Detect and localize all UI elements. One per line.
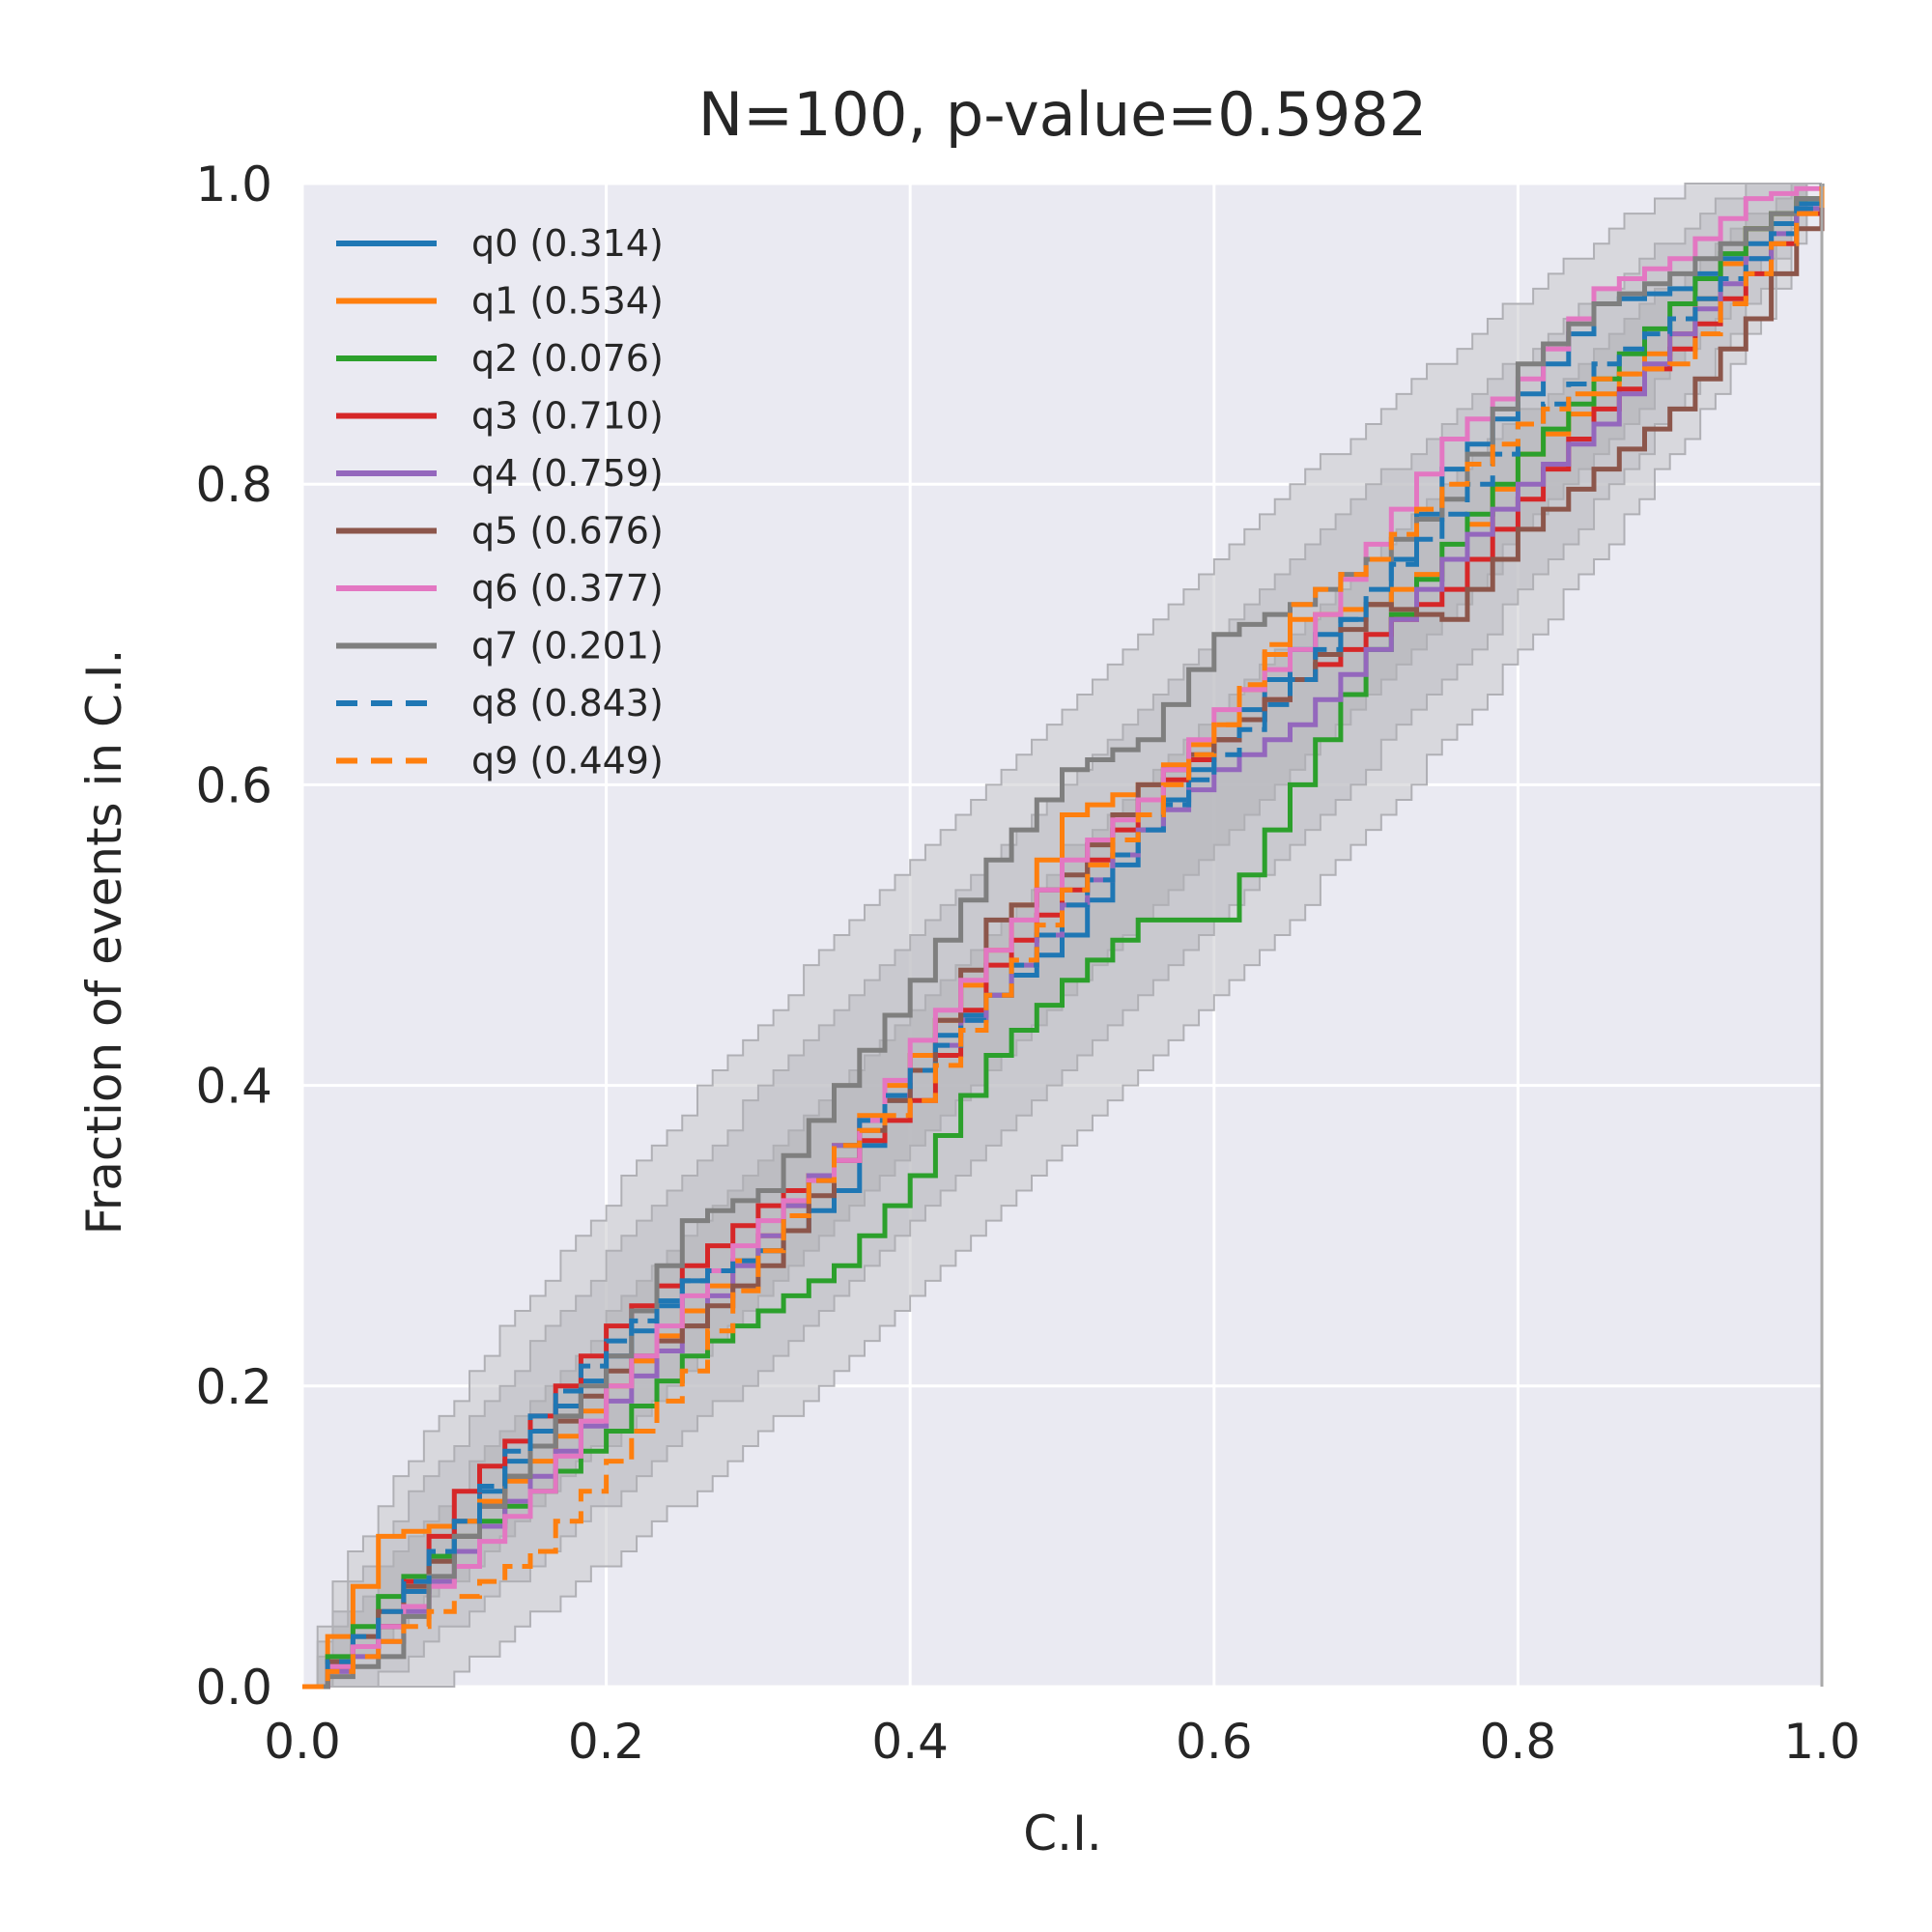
x-tick-label-5: 1.0 [1783,1714,1861,1770]
legend-item-q0: q0 (0.314) [336,222,664,265]
legend-item-q9: q9 (0.449) [336,740,664,782]
y-tick-label-3: 0.6 [195,757,272,813]
legend-item-q1: q1 (0.534) [336,280,664,323]
series-line-q9 [302,184,1825,1690]
legend-label: q6 (0.377) [471,567,664,610]
legend-label: q8 (0.843) [471,682,664,724]
y-tick-label-1: 0.2 [195,1359,272,1415]
x-tick-label-1: 0.2 [568,1714,645,1770]
x-axis-ticks: 0.0 0.2 0.4 0.6 0.8 1.0 [264,1714,1861,1770]
series-line-q4 [302,184,1825,1690]
legend-item-q3: q3 (0.710) [336,395,664,438]
legend-item-q8: q8 (0.843) [336,682,664,724]
x-tick-label-0: 0.0 [264,1714,341,1770]
plot-area [300,182,1825,1690]
y-tick-label-5: 1.0 [195,156,272,213]
legend-label: q9 (0.449) [471,740,664,782]
legend-item-q7: q7 (0.201) [336,625,664,668]
y-tick-label-2: 0.4 [195,1059,272,1115]
y-axis-ticks: 0.0 0.2 0.4 0.6 0.8 1.0 [195,156,272,1716]
x-tick-label-2: 0.4 [871,1714,949,1770]
chart-title: N=100, p-value=0.5982 [698,79,1427,150]
legend-label: q5 (0.676) [471,510,664,553]
legend-label: q1 (0.534) [471,280,664,323]
series-line-q8 [302,184,1825,1690]
y-axis-label: Fraction of events in C.I. [76,649,132,1236]
series-line-q6 [302,184,1825,1690]
legend: q0 (0.314) q1 (0.534) q2 (0.076) q3 (0.710)… [336,222,664,782]
y-tick-label-0: 0.0 [195,1660,272,1716]
legend-item-q4: q4 (0.759) [336,452,664,495]
x-axis-label: C.I. [1023,1805,1101,1861]
series-line-q7 [302,184,1825,1690]
legend-item-q6: q6 (0.377) [336,567,664,610]
x-tick-label-4: 0.8 [1480,1714,1557,1770]
x-tick-label-3: 0.6 [1176,1714,1253,1770]
series-lines [302,184,1825,1690]
y-tick-label-4: 0.8 [195,457,272,513]
legend-label: q0 (0.314) [471,222,664,265]
legend-label: q2 (0.076) [471,337,664,380]
legend-label: q7 (0.201) [471,625,664,668]
legend-item-q5: q5 (0.676) [336,510,664,553]
legend-label: q4 (0.759) [471,452,664,495]
legend-label: q3 (0.710) [471,395,664,438]
legend-item-q2: q2 (0.076) [336,337,664,380]
